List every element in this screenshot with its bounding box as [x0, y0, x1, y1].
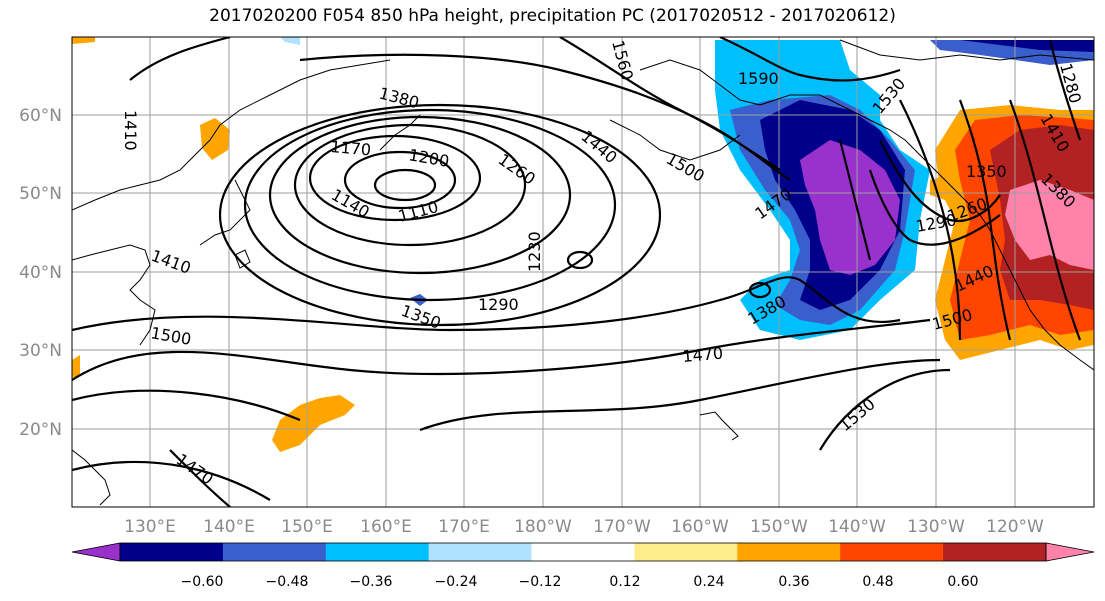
- contour-label: 1590: [738, 69, 779, 88]
- lon-label: 150°E: [281, 517, 333, 537]
- contour-label: 1290: [478, 295, 519, 314]
- colorbar-segment: [531, 543, 635, 561]
- contour-label: 1470: [682, 344, 724, 366]
- chart-title: 2017020200 F054 850 hPa height, precipit…: [209, 6, 896, 26]
- colorbar-tick-label: 0.48: [862, 574, 893, 590]
- colorbar-tick-label: −0.60: [181, 574, 224, 590]
- lon-label: 170°E: [438, 517, 490, 537]
- lat-label: 20°N: [19, 420, 62, 440]
- lon-axis-labels: 130°E 140°E 150°E 160°E 170°E 180°W 170°…: [124, 517, 1044, 537]
- lon-label: 160°W: [671, 517, 729, 537]
- colorbar-extend-low: [71, 542, 121, 562]
- colorbar-tick-label: 0.60: [947, 574, 978, 590]
- colorbar-segment: [325, 543, 430, 561]
- colorbar-segment: [737, 543, 841, 561]
- lon-label: 140°E: [203, 517, 255, 537]
- colorbar-ticks: −0.60 −0.48 −0.36 −0.24 −0.12 0.12 0.24 …: [181, 574, 979, 590]
- lon-label: 130°E: [124, 517, 176, 537]
- colorbar: [71, 542, 1095, 562]
- contour-label: 1170: [330, 137, 372, 159]
- lat-label: 60°N: [19, 106, 62, 126]
- colorbar-segment: [840, 543, 944, 561]
- lat-label: 50°N: [19, 184, 62, 204]
- lat-label: 30°N: [19, 341, 62, 361]
- colorbar-segment: [428, 543, 533, 561]
- lat-label: 40°N: [19, 263, 62, 283]
- lon-label: 120°W: [986, 517, 1044, 537]
- lon-label: 170°W: [593, 517, 651, 537]
- colorbar-segment: [943, 543, 1047, 561]
- colorbar-extend-high: [1045, 542, 1095, 562]
- contour-label: 1230: [525, 231, 544, 272]
- colorbar-segment: [222, 543, 327, 561]
- colorbar-segment: [120, 543, 224, 561]
- colorbar-tick-label: −0.36: [350, 574, 393, 590]
- height-contours: [72, 37, 1082, 507]
- map-frame: [71, 36, 1095, 508]
- contour-label: 1350: [966, 162, 1007, 181]
- precip-positive-shading: [72, 37, 1094, 452]
- colorbar-tick-label: 0.36: [778, 574, 809, 590]
- colorbar-segment: [634, 543, 738, 561]
- colorbar-tick-label: 0.24: [693, 574, 724, 590]
- lon-label: 150°W: [750, 517, 808, 537]
- colorbar-tick-label: −0.12: [519, 574, 562, 590]
- lat-axis-labels: 60°N 50°N 40°N 30°N 20°N: [19, 106, 62, 440]
- graticule: [72, 37, 1094, 507]
- colorbar-tick-label: −0.48: [266, 574, 309, 590]
- colorbar-tick-label: −0.24: [435, 574, 478, 590]
- lon-label: 130°W: [907, 517, 965, 537]
- lon-label: 180°W: [514, 517, 572, 537]
- lon-label: 140°W: [828, 517, 886, 537]
- lon-label: 160°E: [360, 517, 412, 537]
- colorbar-outline: [119, 542, 1047, 562]
- colorbar-tick-label: 0.12: [609, 574, 640, 590]
- contour-label: 1410: [121, 110, 140, 151]
